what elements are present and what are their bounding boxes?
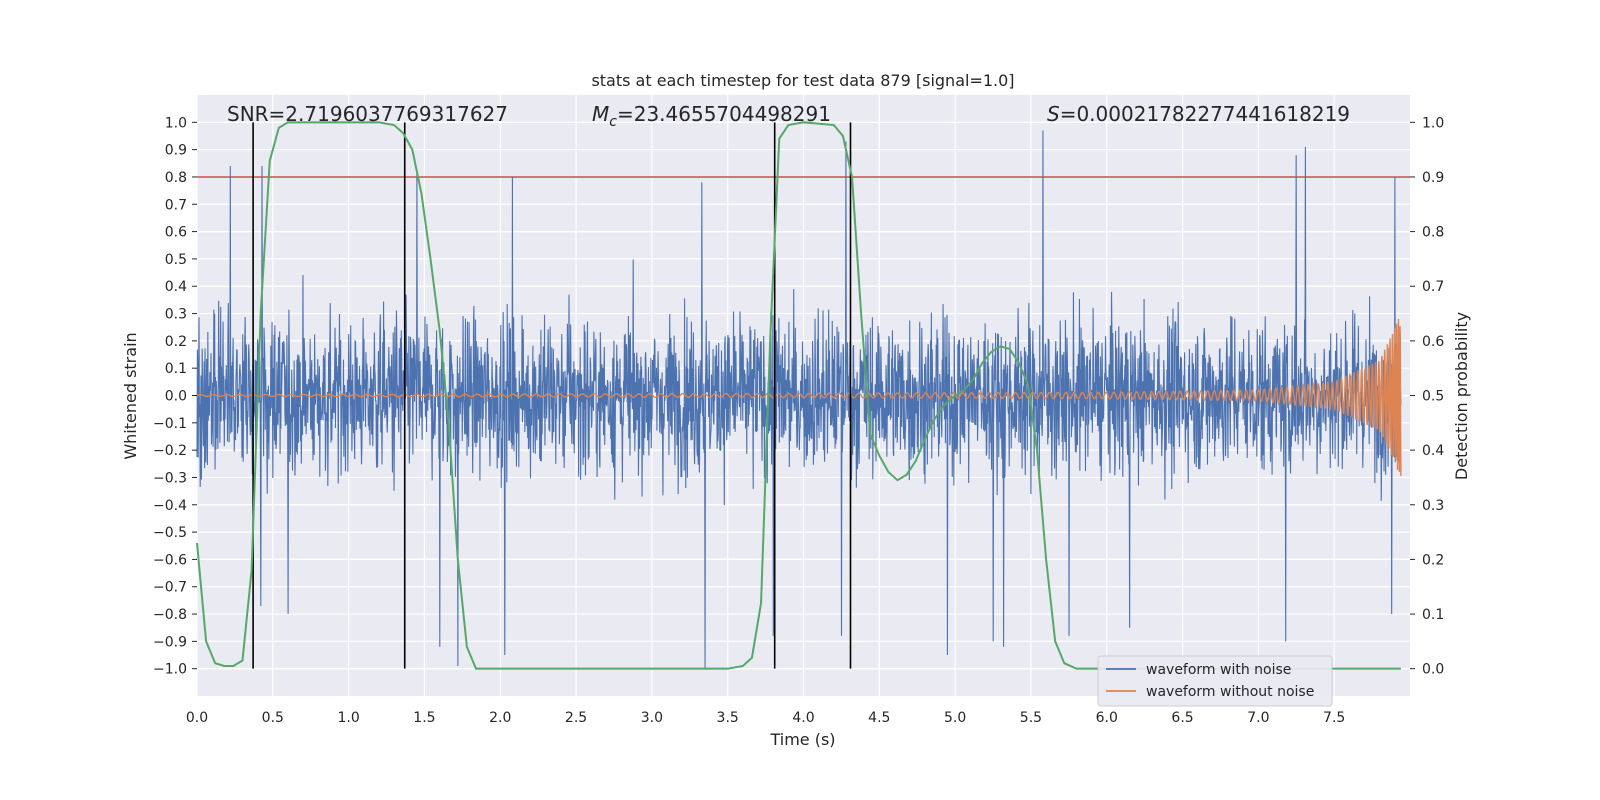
y-right-tick-label: 1.0 (1422, 115, 1444, 131)
y-left-tick-label: −0.4 (153, 498, 187, 514)
y-left-tick-label: −0.6 (153, 552, 187, 568)
x-tick-label: 6.5 (1171, 710, 1193, 726)
x-tick-label: 6.0 (1096, 710, 1118, 726)
x-tick-label: 4.0 (792, 710, 814, 726)
x-tick-label: 0.0 (186, 710, 208, 726)
clean-waveform-line (196, 318, 1402, 476)
legend: waveform with noise waveform without noi… (1097, 655, 1333, 707)
y-left-tick-label: 0.5 (165, 252, 187, 268)
x-tick-label: 1.5 (413, 710, 435, 726)
series-waveform-without-noise (196, 318, 1402, 476)
y-left-tick-label: −0.3 (153, 470, 187, 486)
y-right-tick-label: 0.5 (1422, 389, 1444, 405)
y-left-tick-label: 0.1 (165, 361, 187, 377)
x-tick-label: 0.5 (262, 710, 284, 726)
y-left-tick-label: −1.0 (153, 662, 187, 678)
x-tick-label: 5.5 (1020, 710, 1042, 726)
annotation-chirp-mass-symbol: M (592, 102, 609, 126)
annotation-snr: SNR=2.7196037769317627 (227, 102, 508, 126)
x-tick-label: 3.0 (641, 710, 663, 726)
annotation-s: S=0.00021782277441618219 (1047, 102, 1350, 126)
vertical-markers (252, 122, 852, 669)
x-tick-label: 2.5 (565, 710, 587, 726)
y-right-tick-label: 0.3 (1422, 498, 1444, 514)
plot-area (196, 95, 1410, 696)
chart-title: stats at each timestep for test data 879… (591, 71, 1014, 90)
x-tick-label: 4.5 (868, 710, 890, 726)
y-right-tick-label: 0.2 (1422, 552, 1444, 568)
x-tick-label: 1.0 (337, 710, 359, 726)
y-left-tick-label: 0.7 (165, 197, 187, 213)
y-right-tick-label: 0.1 (1422, 607, 1444, 623)
y-right-tick-label: 0.4 (1422, 443, 1444, 459)
legend-label-clean: waveform without noise (1146, 684, 1314, 700)
y-left-tick-label: 0.6 (165, 225, 187, 241)
annotation-chirp-mass: Mc=23.4655704498291 (592, 102, 831, 130)
y-left-tick-label: 0.4 (165, 279, 187, 295)
x-axis-ticks: 0.0 0.5 1.0 1.5 2.0 2.5 3.0 3.5 4.0 4.5 5.0 5.5 6.0 6… (186, 710, 1345, 726)
noise-waveform-line (196, 130, 1402, 669)
y-left-axis-label: Whitened strain (121, 332, 140, 459)
y-right-axis-ticks: 1.0 0.9 0.8 0.7 0.6 0.5 0.4 0.3 0.2 0.1 0.0 (1410, 115, 1444, 678)
annotation-s-symbol: S (1047, 102, 1060, 126)
annotation-chirp-mass-subscript: c (609, 114, 617, 130)
y-right-tick-label: 0.9 (1422, 170, 1444, 186)
y-left-tick-label: −0.2 (153, 443, 187, 459)
x-tick-label: 7.5 (1323, 710, 1345, 726)
x-tick-label: 5.0 (944, 710, 966, 726)
y-left-tick-label: −0.1 (153, 416, 187, 432)
y-right-axis-label: Detection probability (1452, 312, 1471, 480)
y-right-tick-label: 0.7 (1422, 279, 1444, 295)
y-left-tick-label: −0.5 (153, 525, 187, 541)
y-left-tick-label: 0.9 (165, 143, 187, 159)
legend-box (1097, 655, 1333, 707)
annotation-s-value: =0.00021782277441618219 (1060, 102, 1350, 126)
y-right-tick-label: 0.8 (1422, 225, 1444, 241)
x-tick-label: 3.5 (717, 710, 739, 726)
x-axis-label: Time (s) (769, 730, 835, 749)
x-tick-label: 7.0 (1247, 710, 1269, 726)
y-left-tick-label: −0.8 (153, 607, 187, 623)
x-tick-label: 2.0 (489, 710, 511, 726)
y-left-tick-label: −0.7 (153, 580, 187, 596)
annotation-chirp-mass-value: =23.4655704498291 (617, 102, 831, 126)
y-right-tick-label: 0.0 (1422, 662, 1444, 678)
y-left-tick-label: 0.2 (165, 334, 187, 350)
series-detection-probability (196, 121, 1401, 670)
y-left-tick-label: 0.3 (165, 307, 187, 323)
series-waveform-with-noise (196, 130, 1402, 669)
y-left-tick-label: 0.0 (165, 389, 187, 405)
y-left-axis-ticks: 1.0 0.9 0.8 0.7 0.6 0.5 0.4 0.3 0.2 0.1 0.0 −0.1 −0.… (153, 115, 197, 678)
y-left-tick-label: −0.9 (153, 634, 187, 650)
y-left-tick-label: 1.0 (165, 115, 187, 131)
y-right-tick-label: 0.6 (1422, 334, 1444, 350)
y-left-tick-label: 0.8 (165, 170, 187, 186)
legend-label-noise: waveform with noise (1146, 662, 1291, 678)
